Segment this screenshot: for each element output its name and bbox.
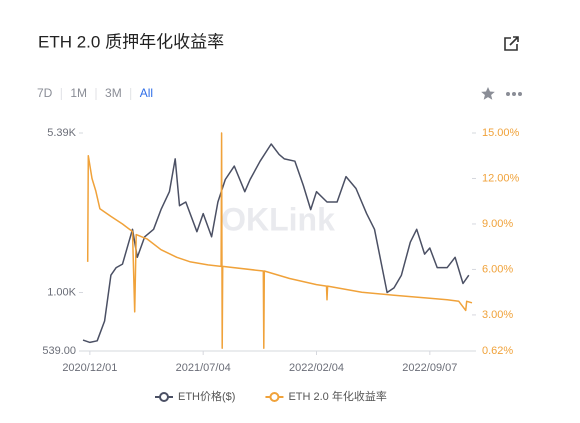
y-tick-label: 539.00	[42, 345, 76, 357]
chart-title: ETH 2.0 质押年化收益率	[38, 32, 224, 51]
legend-marker	[159, 392, 169, 402]
series-line	[86, 132, 473, 350]
icon-box	[504, 37, 518, 51]
range-button[interactable]: 3M	[105, 86, 122, 100]
y2-tick-label: 3.00%	[482, 309, 513, 321]
watermark: OKLink	[221, 201, 335, 237]
range-button[interactable]: 1M	[70, 86, 87, 100]
star	[481, 87, 495, 100]
range-buttons: 7D 1M 3M All	[37, 86, 153, 100]
y2-tick-label: 9.00%	[482, 218, 513, 230]
y2-tick-label: 12.00%	[482, 172, 520, 184]
series-line	[82, 143, 470, 344]
open-link-icon[interactable]	[504, 36, 519, 51]
plot	[82, 132, 473, 350]
y-tick-label: 1.00K	[47, 286, 76, 298]
x-tick-label: 2022/02/04	[289, 362, 344, 374]
more-icon[interactable]	[506, 92, 522, 96]
y2-tick-label: 0.62%	[482, 345, 513, 357]
dot	[518, 92, 522, 96]
y-tick-label: 5.39K	[47, 127, 76, 139]
y2-tick-label: 15.00%	[482, 127, 520, 139]
legend-item[interactable]: ETH 2.0 年化收益率	[265, 389, 387, 403]
legend-label: ETH 2.0 年化收益率	[288, 389, 386, 403]
x-tick-label: 2021/07/04	[176, 362, 231, 374]
dot	[506, 92, 510, 96]
star-icon[interactable]	[481, 87, 495, 100]
range-button[interactable]: All	[140, 86, 153, 100]
legend-marker	[269, 392, 280, 402]
legend-label: ETH价格($)	[178, 389, 235, 403]
x-tick-label: 2020/12/01	[62, 362, 117, 374]
icon-arrow	[509, 36, 519, 46]
range-button[interactable]: 7D	[37, 86, 53, 100]
legend-item[interactable]: ETH价格($)	[155, 389, 235, 403]
y2-tick-label: 6.00%	[482, 263, 513, 275]
x-tick-label: 2022/09/07	[402, 362, 457, 374]
dot	[512, 92, 516, 96]
